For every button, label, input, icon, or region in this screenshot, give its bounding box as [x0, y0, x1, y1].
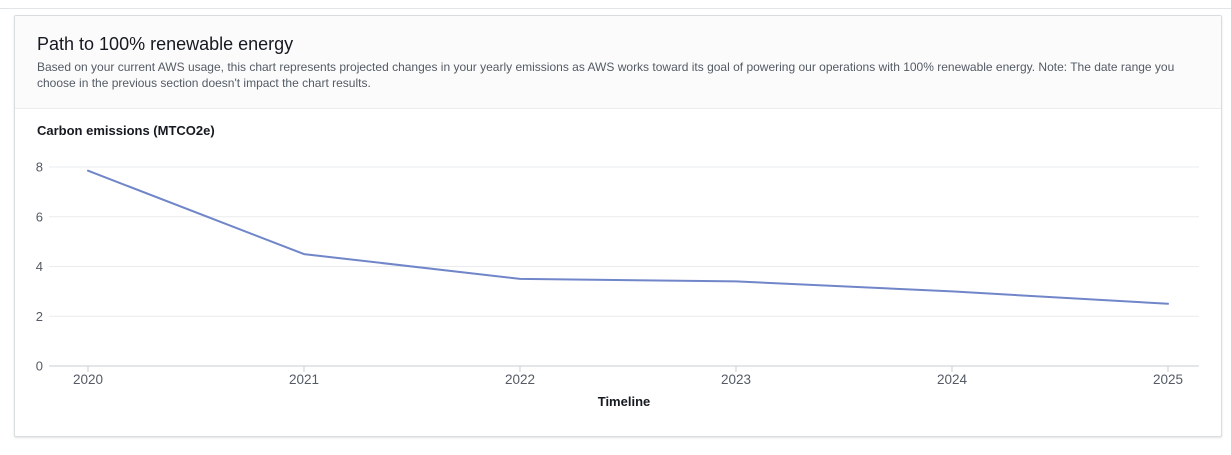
card-header: Path to 100% renewable energy Based on y…	[15, 16, 1221, 109]
x-tick-label: 2021	[289, 372, 319, 387]
emissions-line-chart: 0 2 4 6 8 2020 2021 2022 2023 2024 2025 Timeline	[36, 160, 1199, 409]
x-tick-label: 2022	[505, 372, 535, 387]
x-tick-label: 2020	[73, 372, 103, 387]
card-description: Based on your current AWS usage, this ch…	[37, 60, 1175, 90]
x-tick-label: 2024	[937, 372, 968, 387]
y-tick-label: 0	[36, 359, 43, 374]
section-divider	[0, 8, 1231, 9]
chart-area: Carbon emissions (MTCO2e) 0 2 4 6 8 2020 2021 2…	[15, 109, 1221, 417]
x-tick-label: 2025	[1153, 372, 1183, 387]
x-tick-label: 2023	[721, 372, 751, 387]
renewable-energy-card: Path to 100% renewable energy Based on y…	[14, 15, 1222, 437]
emissions-series-line	[87, 169, 1169, 305]
x-axis-title: Timeline	[598, 394, 651, 409]
y-tick-label: 2	[36, 309, 43, 324]
card-title: Path to 100% renewable energy	[37, 34, 294, 54]
y-tick-label: 8	[36, 160, 43, 175]
y-tick-label: 4	[36, 259, 43, 274]
chart-title: Carbon emissions (MTCO2e)	[37, 123, 215, 138]
y-tick-label: 6	[36, 209, 43, 224]
